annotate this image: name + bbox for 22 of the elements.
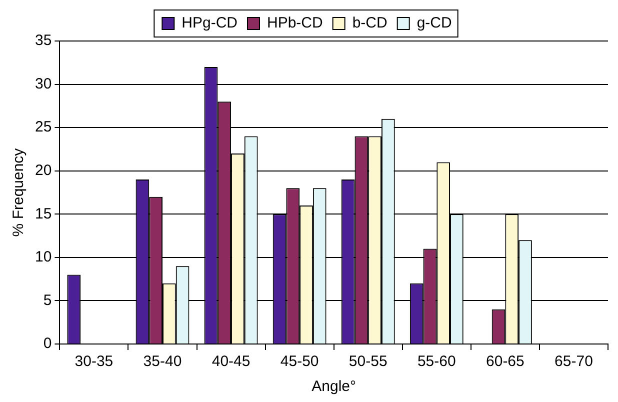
- y-tick-label: 0: [43, 335, 52, 352]
- y-tick-label: 35: [34, 32, 52, 50]
- x-tick-label: 30-35: [74, 353, 114, 370]
- x-axis-title: Angle°: [312, 378, 356, 396]
- x-tick-label: 45-50: [280, 353, 319, 370]
- x-tick-label: 60-65: [486, 353, 524, 370]
- y-tick-label: 25: [34, 118, 52, 136]
- y-tick-label: 5: [43, 292, 52, 309]
- legend-label: HPg-CD: [182, 14, 238, 32]
- x-tick-label: 55-60: [417, 353, 456, 370]
- x-tick-label: 35-40: [143, 353, 182, 370]
- x-tick-label: 65-70: [554, 353, 593, 370]
- y-tick-label: 15: [34, 205, 52, 222]
- legend-label: g-CD: [416, 14, 452, 32]
- x-tick-label: 40-45: [212, 353, 250, 370]
- y-axis-title: % Frequency: [10, 148, 28, 237]
- y-tick-label: 30: [34, 75, 52, 92]
- legend-label: HPb-CD: [267, 14, 324, 32]
- y-tick-label: 20: [34, 162, 52, 179]
- x-tick-label: 50-55: [348, 353, 388, 370]
- y-tick-label: 10: [34, 248, 52, 266]
- legend-label: b-CD: [352, 14, 388, 32]
